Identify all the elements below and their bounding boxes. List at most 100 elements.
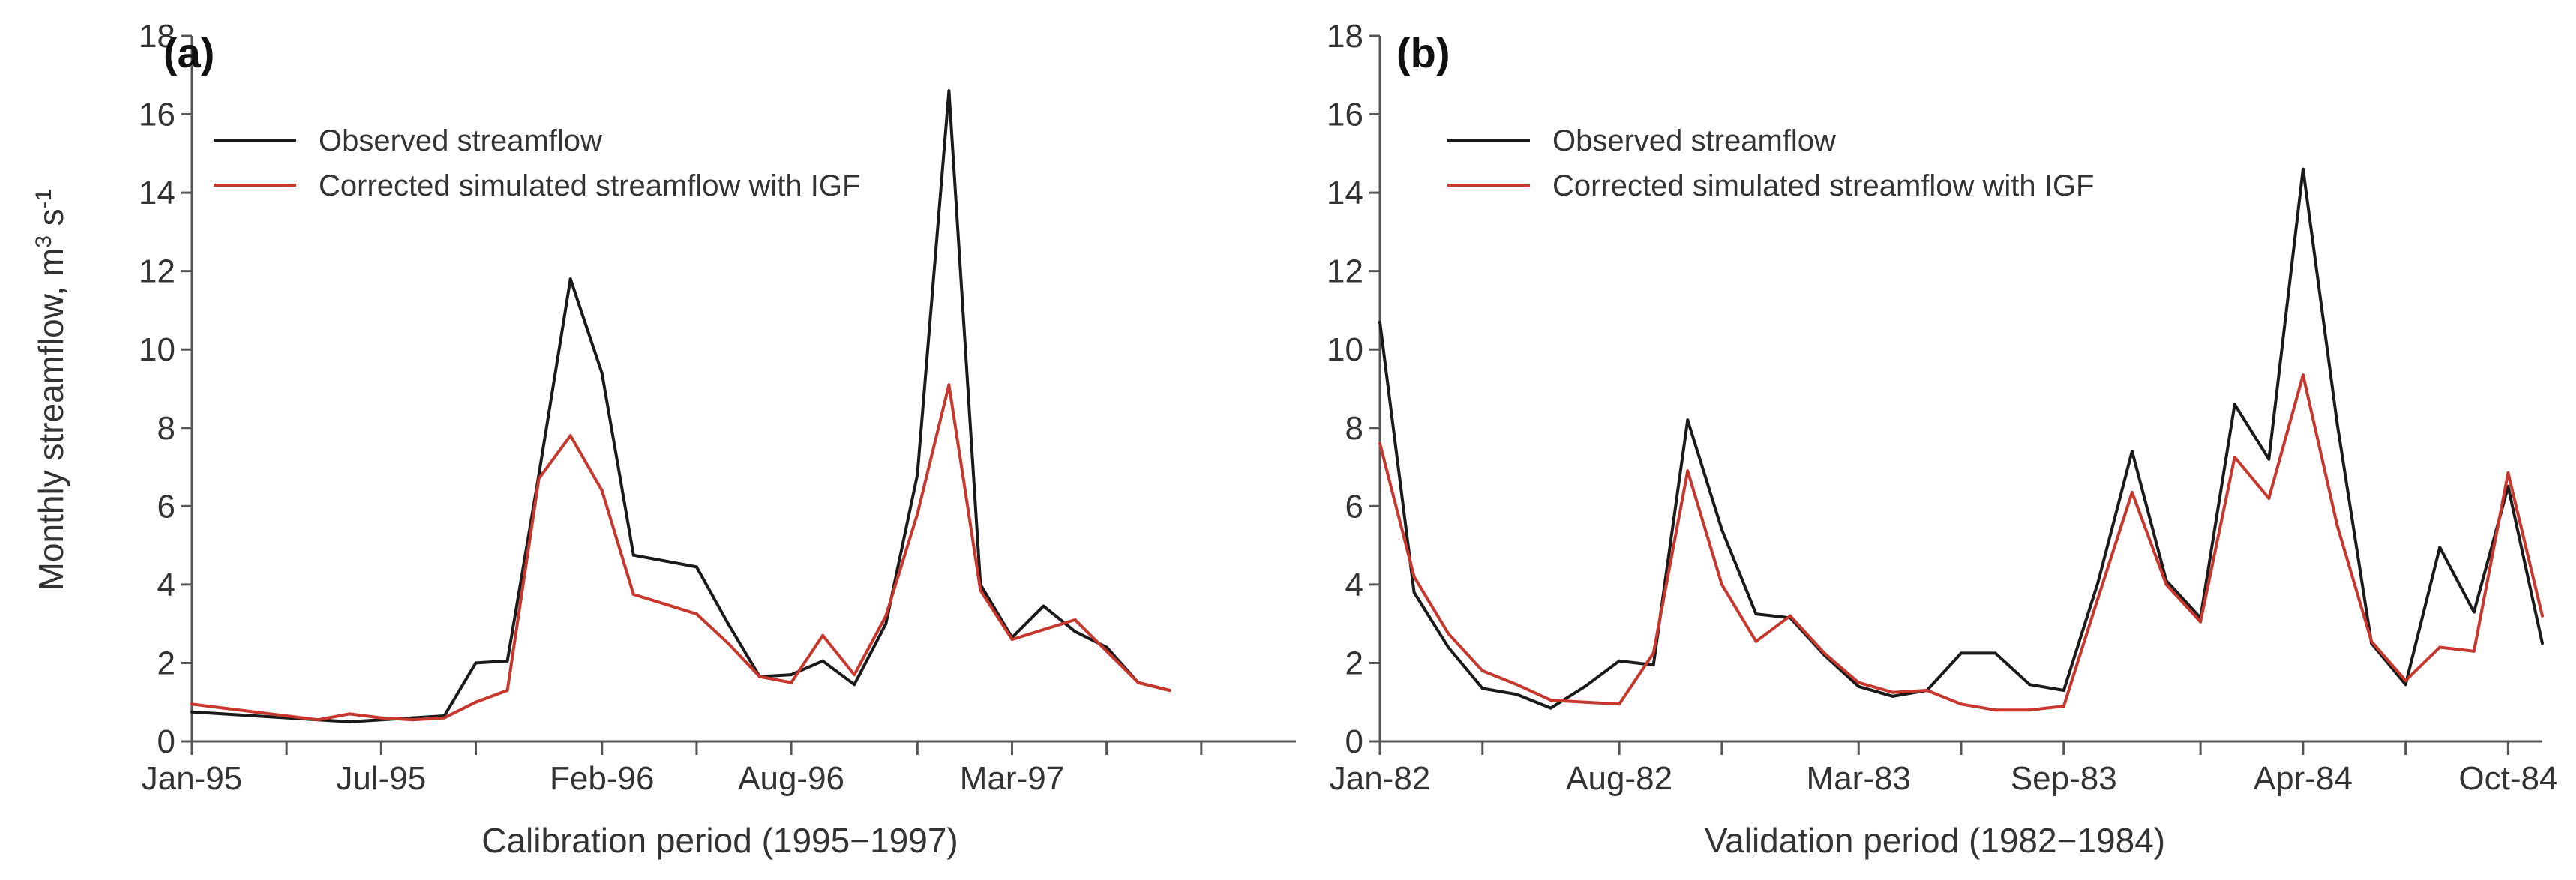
panel-b-simulated-point bbox=[1583, 700, 1587, 704]
panel-b-simulated-point bbox=[1515, 683, 1519, 687]
panel-b-simulated-point bbox=[2028, 708, 2032, 712]
panel-a-simulated-point bbox=[727, 642, 730, 645]
panel-b-observed-point bbox=[1480, 687, 1484, 690]
panel-b-x-axis-title: Validation period (1982−1984) bbox=[1705, 821, 2165, 860]
panel-b-observed-point bbox=[2506, 485, 2510, 489]
panel-b-y-tick-label: 16 bbox=[1327, 97, 1363, 133]
panel-b-simulated-point bbox=[2130, 491, 2134, 494]
panel-b-simulated-point bbox=[1618, 702, 1621, 706]
panel-a-observed-point bbox=[190, 710, 193, 714]
panel-b-observed-point bbox=[1993, 651, 1997, 655]
panel-b-simulated-point bbox=[2301, 373, 2305, 377]
panel-b-simulated-point bbox=[2335, 524, 2339, 528]
panel-b-y-tick-label: 8 bbox=[1345, 410, 1363, 447]
panel-a-observed-point bbox=[853, 683, 856, 687]
panel-b-simulated-point bbox=[2199, 620, 2203, 624]
panel-b-observed-point bbox=[2062, 689, 2065, 692]
panel-a-simulated-point bbox=[916, 512, 919, 516]
panel-a-simulated-point bbox=[1136, 681, 1140, 684]
panel-a-simulated-point bbox=[1073, 618, 1077, 621]
panel-a-simulated-point bbox=[253, 710, 257, 714]
panel-a-simulated-point bbox=[758, 675, 761, 678]
panel-b-legend-observed-label: Observed streamflow bbox=[1552, 124, 1836, 157]
panel-a-simulated-point bbox=[694, 612, 698, 616]
panel-a-chart: 0 2 4 6 8 10 12 14 16 18 Jan-95 Jul-95 Feb-96 Aug-96… bbox=[31, 18, 1296, 860]
panel-b-simulated-point bbox=[1960, 702, 1963, 706]
panel-b-simulated-point bbox=[1651, 651, 1655, 655]
panel-b-simulated-point bbox=[2404, 679, 2407, 682]
panel-b-observed-point bbox=[1960, 651, 1963, 655]
panel-a-x-ticks: Jan-95 Jul-95 Feb-96 Aug-96 Mar-97 bbox=[142, 741, 1203, 797]
panel-b-observed-point bbox=[1651, 663, 1655, 667]
panel-a-simulated-point bbox=[537, 477, 541, 480]
panel-a-observed-point bbox=[694, 565, 698, 569]
panel-b-simulated-point bbox=[1789, 614, 1792, 618]
panel-b-simulated-point bbox=[2233, 456, 2236, 459]
panel-a-y-tick-label: 8 bbox=[157, 410, 175, 447]
panel-a-simulated-point bbox=[442, 716, 446, 720]
panel-a-observed-point bbox=[727, 622, 730, 626]
panel-a-simulated-point bbox=[568, 434, 572, 438]
panel-b-observed-point bbox=[1686, 418, 1690, 422]
panel-a-legend-simulated-label: Corrected simulated streamflow with IGF bbox=[319, 169, 860, 202]
panel-a-simulated-point bbox=[379, 716, 383, 720]
panel-a-y-tick-label: 12 bbox=[139, 253, 175, 290]
panel-b-series bbox=[1378, 167, 2544, 712]
panel-a-simulated-point bbox=[222, 706, 226, 710]
panel-b-simulated-point bbox=[1720, 582, 1723, 586]
panel-b-simulated-point bbox=[1857, 681, 1861, 684]
panel-b-simulated-point bbox=[1447, 632, 1450, 636]
panel-a-observed-point bbox=[1042, 604, 1045, 608]
panel-a-observed-point bbox=[947, 89, 951, 93]
panel-a-label: (a) bbox=[163, 29, 214, 76]
panel-b-simulated-point bbox=[1822, 651, 1826, 655]
y-axis-title-unit-neg-exponent: -1 bbox=[31, 189, 56, 209]
panel-b-observed-point bbox=[2233, 403, 2236, 406]
panel-b-y-tick-label: 2 bbox=[1345, 645, 1363, 681]
panel-b-simulated-point bbox=[2267, 496, 2271, 500]
panel-a-simulated-point bbox=[663, 603, 667, 606]
panel-b-simulated-point bbox=[1480, 669, 1484, 672]
panel-b-simulated-point bbox=[2062, 705, 2065, 708]
panel-a-simulated-point bbox=[348, 712, 352, 716]
panel-a-observed-point bbox=[821, 659, 825, 663]
panel-a-y-tick-label: 16 bbox=[139, 97, 175, 133]
panel-a-simulated-point bbox=[884, 614, 888, 618]
panel-a-x-tick-label: Jul-95 bbox=[336, 760, 426, 797]
panel-a-simulated-point bbox=[190, 702, 193, 706]
panel-b-simulated-line bbox=[1378, 373, 2544, 712]
panel-a-simulated-point bbox=[1010, 638, 1014, 642]
panel-a-y-tick-label: 10 bbox=[139, 331, 175, 368]
panel-a-simulated-point bbox=[631, 593, 635, 596]
panel-a-observed-point bbox=[663, 559, 667, 563]
panel-b-observed-point bbox=[2096, 581, 2100, 585]
panel-a-simulated-line bbox=[191, 383, 1171, 722]
panel-b-x-tick-label: Mar-83 bbox=[1807, 760, 1911, 797]
panel-a-observed-point bbox=[474, 661, 478, 665]
panel-b-simulated-point bbox=[2541, 614, 2544, 618]
y-axis-title-main: Monthly streamflow, m bbox=[31, 248, 70, 591]
panel-b-observed-point bbox=[2267, 457, 2271, 461]
panel-b-observed-point bbox=[2028, 683, 2032, 687]
panel-b-observed-point bbox=[1618, 659, 1621, 663]
panel-b-y-tick-label: 0 bbox=[1345, 723, 1363, 760]
panel-a-simulated-point bbox=[474, 700, 478, 704]
panel-b-y-tick-label: 18 bbox=[1327, 18, 1363, 55]
panel-a-simulated-point bbox=[1168, 689, 1171, 692]
panel-b-simulated-point bbox=[1686, 469, 1690, 473]
panel-b-y-ticks: 0 2 4 6 8 10 12 14 16 18 bbox=[1327, 18, 1380, 760]
panel-b-observed-point bbox=[1720, 528, 1723, 531]
panel-b-x-tick-label: Sep-83 bbox=[2011, 760, 2117, 797]
panel-a-y-tick-label: 0 bbox=[157, 723, 175, 760]
panel-a-legend-observed-label: Observed streamflow bbox=[319, 124, 602, 157]
panel-b-x-tick-label: Jan-82 bbox=[1330, 760, 1431, 797]
panel-b-simulated-point bbox=[2164, 582, 2168, 586]
panel-a-simulated-point bbox=[1105, 649, 1108, 653]
panel-b-chart: 0 2 4 6 8 10 12 14 16 18 Jan-82 Aug-82 Mar-83 Sep-83… bbox=[1327, 18, 2557, 860]
panel-b-simulated-point bbox=[2438, 645, 2442, 649]
panel-b-observed-point bbox=[2404, 683, 2407, 687]
panel-a-observed-point bbox=[1105, 645, 1108, 649]
panel-a-y-tick-label: 2 bbox=[157, 645, 175, 681]
panel-b-observed-point bbox=[2335, 422, 2339, 426]
